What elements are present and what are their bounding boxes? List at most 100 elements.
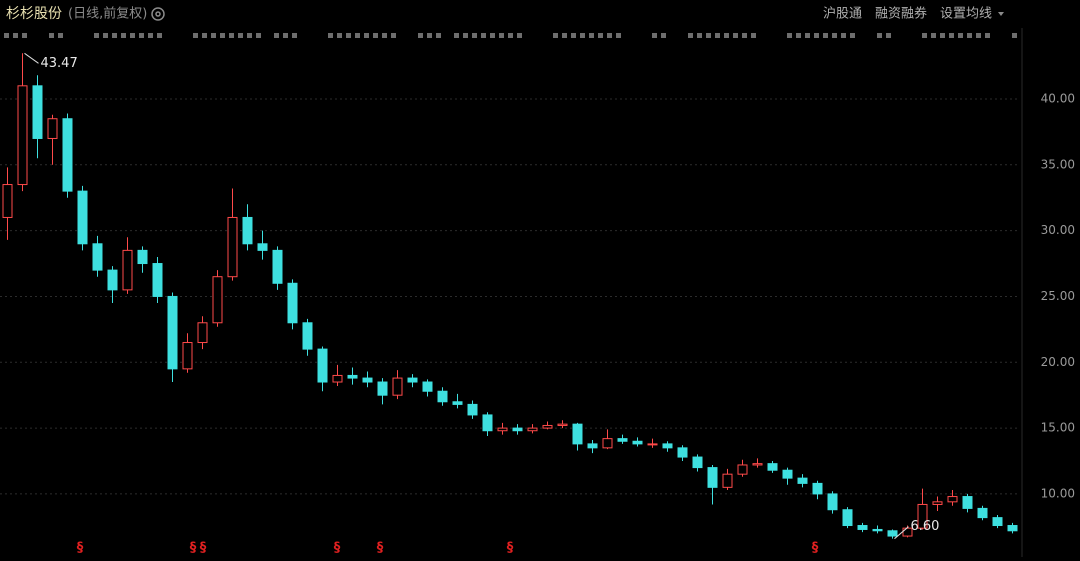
info-icon [940,33,945,38]
candle [872,525,883,534]
annotation-label: 43.47 [41,56,78,71]
info-icon [886,33,891,38]
info-icon [22,33,27,38]
candle-body [557,423,568,426]
info-icon [985,33,990,38]
candle [737,459,748,477]
candle-body [602,438,613,449]
gear-inner[interactable] [155,11,161,17]
candle [977,505,988,521]
candle [617,434,628,444]
info-icon [49,33,54,38]
info-icon [157,33,162,38]
gear-outer[interactable] [151,7,165,21]
info-icon [823,33,828,38]
candle-body [512,427,523,432]
info-icon [202,33,207,38]
candle-body [872,528,883,532]
info-icon [436,33,441,38]
info-icon [841,33,846,38]
info-icon [283,33,288,38]
info-icon [598,33,603,38]
candle [452,393,463,409]
candle [392,370,403,400]
info-icon [733,33,738,38]
info-icon [976,33,981,38]
candle-body [152,263,163,297]
candle [242,204,253,251]
candle-body [707,467,718,488]
candle-body [422,381,433,392]
candle-body [272,249,283,284]
event-marker: § [377,541,384,556]
stock-title: 杉杉股份 [6,6,62,22]
candle-body [647,443,658,446]
candle-body [722,473,733,488]
event-marker: § [507,541,514,556]
candle [182,333,193,373]
candle-body [527,427,538,432]
candle-body [917,503,928,529]
candle [692,454,703,472]
annotation-arrow [24,52,39,64]
candle-body [932,501,943,505]
menu-item[interactable]: 融资融券 [875,6,927,22]
info-icon [247,33,252,38]
info-icon [742,33,747,38]
candle-body [302,322,313,350]
candle [512,424,523,435]
candle [947,489,958,506]
y-tick-label: 40.00 [1041,91,1075,105]
y-tick-label: 25.00 [1041,289,1075,303]
candle-body [212,276,223,324]
candle [407,374,418,388]
dropdown-arrow[interactable] [998,12,1004,16]
candle [917,488,928,530]
candle [437,387,448,406]
info-icon [832,33,837,38]
candle-body [452,401,463,405]
menu-item[interactable]: 设置均线 [940,7,992,22]
info-icon [787,33,792,38]
candle-body [962,496,973,509]
event-marker: § [334,541,341,556]
candle-body [677,447,688,458]
candle [647,438,658,448]
info-icon [211,33,216,38]
candle-body [542,424,553,429]
candle-body [62,118,73,192]
info-icon [148,33,153,38]
y-tick-label: 10.00 [1041,486,1075,500]
candle-body [947,496,958,503]
candle-body [887,530,898,537]
info-icon [472,33,477,38]
candle-body [107,269,118,291]
info-icon [571,33,576,38]
candle [887,529,898,539]
settings-icon[interactable] [151,7,165,21]
info-icon [463,33,468,38]
candle-body [827,493,838,511]
candle-body [32,85,43,139]
candle-body [227,216,238,278]
candle-body [287,282,298,324]
info-icon [481,33,486,38]
info-icon [706,33,711,38]
candle [167,292,178,383]
candle [377,378,388,405]
info-icon [553,33,558,38]
info-icon [103,33,108,38]
menu-item[interactable]: 沪股通 [823,6,862,22]
candle [962,493,973,513]
info-icon [607,33,612,38]
chart-subtitle: (日线,前复权) [68,6,147,22]
candle [992,514,1003,529]
info-icon [751,33,756,38]
candle [62,113,73,198]
y-tick-label: 20.00 [1041,355,1075,369]
info-icon [814,33,819,38]
candle-body [467,403,478,416]
candle [812,480,823,500]
info-icon [499,33,504,38]
